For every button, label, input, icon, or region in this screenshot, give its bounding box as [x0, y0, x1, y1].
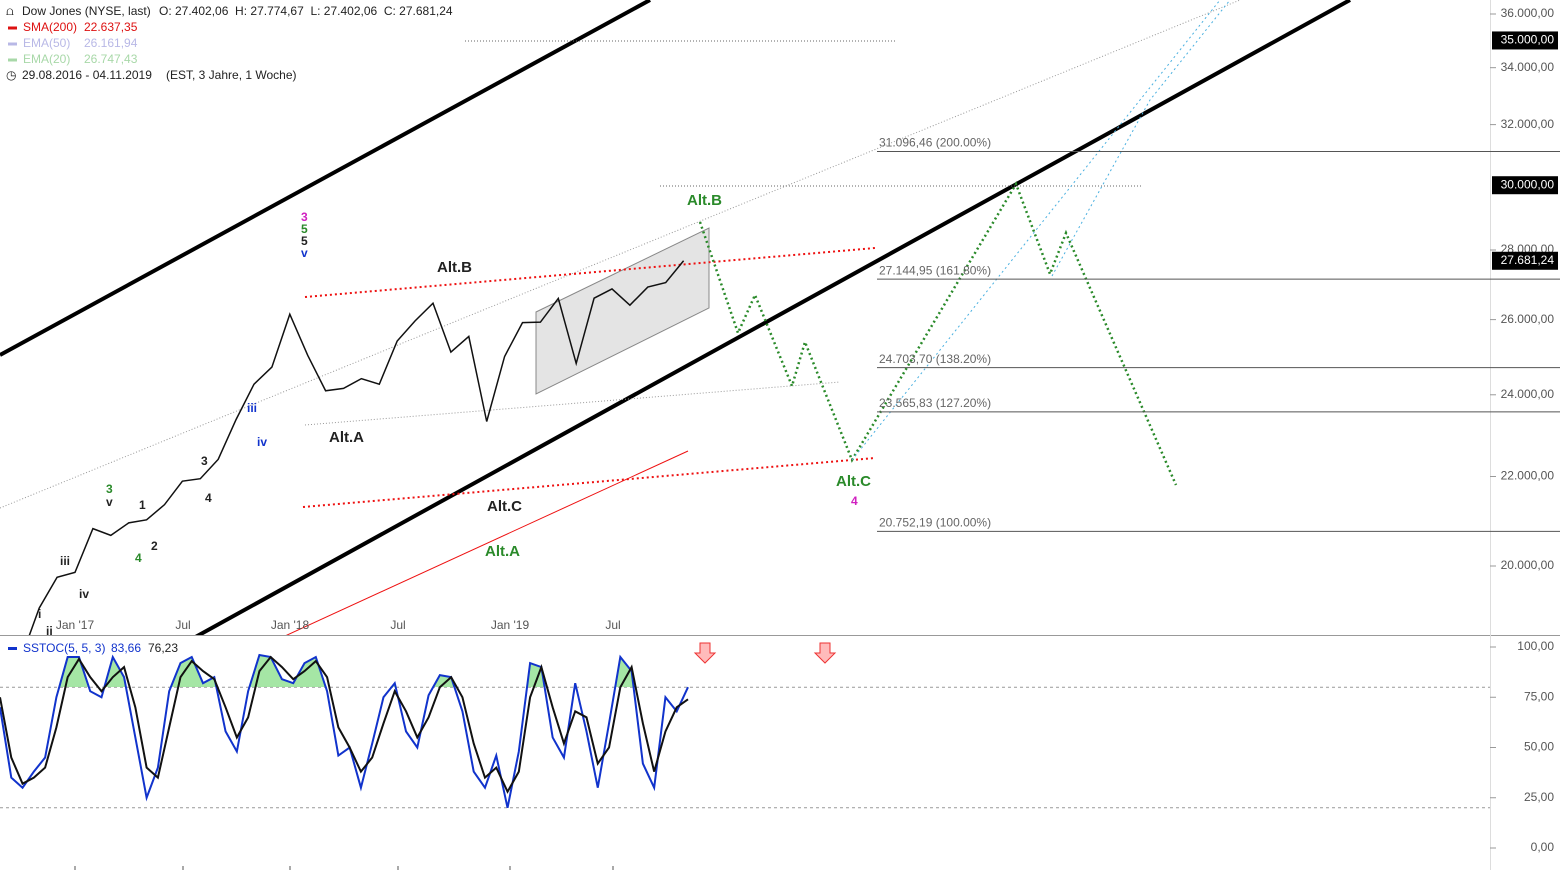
drawings: [0, 0, 1351, 635]
wave-label: 2: [151, 539, 158, 553]
trendline: [194, 0, 1351, 635]
legend-name: EMA(50): [23, 36, 70, 50]
trendline: [304, 247, 876, 298]
wave-label: 5: [301, 222, 308, 236]
x-tick-label: Jan '19: [491, 618, 530, 632]
legend-name: EMA(20): [23, 52, 70, 66]
overbought-fill: [59, 655, 634, 687]
wave-label: Alt.C: [836, 473, 871, 490]
y-tick-label: 24.000,00: [1501, 387, 1555, 401]
sell-arrow: [813, 642, 837, 664]
price-line: [28, 260, 685, 635]
price-marker-label: 35.000,00: [1501, 33, 1555, 47]
wave-label: 1: [139, 498, 146, 512]
osc-d: 76,23: [148, 641, 178, 655]
trendline: [0, 0, 651, 357]
x-tick-label: Jul: [605, 618, 620, 632]
wave-label: 4: [135, 551, 142, 565]
x-tick-label: Jul: [175, 618, 190, 632]
range-note: (EST, 3 Jahre, 1 Woche): [166, 68, 297, 82]
wave-label: v: [301, 246, 308, 260]
sma-line: [285, 450, 689, 635]
legend-swatch: [8, 58, 17, 62]
price-marker: [1492, 251, 1558, 270]
price-marker-label: 30.000,00: [1501, 177, 1555, 191]
ohlc: O: 27.402,06 H: 27.774,67 L: 27.402,06 C…: [159, 4, 453, 18]
legend-value: 26.161,94: [84, 36, 138, 50]
legend-swatch: [8, 26, 17, 30]
wave-label: Alt.C: [487, 498, 522, 515]
clock-icon: ◷: [6, 68, 16, 82]
wave-label: 3: [201, 454, 208, 468]
legend-swatch: [8, 647, 17, 650]
wave-label: ii: [46, 624, 53, 638]
date-range: 29.08.2016 - 04.11.2019: [22, 68, 152, 82]
osc-name: SSTOC(5, 5, 3): [23, 641, 105, 655]
projection: [851, 0, 1221, 461]
wave-label: i: [38, 607, 41, 621]
wave-label: 5: [301, 234, 308, 248]
trendline: [0, 0, 1241, 509]
fib-label: 20.752,19 (100.00%): [879, 516, 991, 530]
wave-label: Alt.A: [329, 429, 364, 446]
fib-label: 31.096,46 (200.00%): [879, 136, 991, 150]
legend: SMA(200) 22.637,35 EMA(50) 26.161,94 EMA(20)…: [8, 20, 138, 66]
wave-label: iv: [79, 587, 89, 601]
y-tick-label: 0,00: [1531, 840, 1555, 854]
sell-arrow: [693, 642, 717, 664]
price-marker-label: 27.681,24: [1501, 253, 1555, 267]
wave-label: v: [106, 495, 113, 509]
wave-label: Alt.B: [687, 192, 722, 209]
icon: ⩍: [6, 4, 14, 18]
x-tick-label: Jan '18: [271, 618, 310, 632]
fib-label: 24.703,70 (138.20%): [879, 352, 991, 366]
x-tick-label: Jan '17: [56, 618, 95, 632]
price-marker: [1492, 176, 1558, 195]
wave-label: Alt.A: [485, 543, 520, 560]
y-tick-label: 22.000,00: [1501, 469, 1555, 483]
trendline: [302, 457, 876, 508]
wave-label: iv: [257, 435, 267, 449]
title: Dow Jones (NYSE, last): [22, 4, 151, 18]
x-tick-label: Jul: [390, 618, 405, 632]
legend-name: SMA(200): [23, 20, 77, 34]
wave-label: iii: [247, 401, 257, 415]
osc-line: [0, 655, 689, 794]
y-tick-label: 25,00: [1524, 790, 1554, 804]
price-marker: [1492, 31, 1558, 50]
y-tick-label: 26.000,00: [1501, 312, 1555, 326]
projection: [1051, 0, 1231, 277]
y-tick-label: 20.000,00: [1501, 558, 1555, 572]
y-tick-label: 50,00: [1524, 740, 1554, 754]
osc-line: [0, 653, 689, 809]
y-tick-label: 36.000,00: [1501, 6, 1555, 20]
wave-label: 3: [106, 482, 113, 496]
legend-value: 26.747,43: [84, 52, 138, 66]
wave-label: 4: [851, 494, 858, 508]
legend-swatch: [8, 42, 17, 46]
y-tick-label: 100,00: [1517, 639, 1554, 653]
y-tick-label: 32.000,00: [1501, 117, 1555, 131]
wave-label: Alt.B: [437, 259, 472, 276]
y-tick-label: 34.000,00: [1501, 60, 1555, 74]
fib-label: 27.144,95 (161.80%): [879, 263, 991, 277]
legend-value: 22.637,35: [84, 20, 138, 34]
osc-k: 83,66: [111, 641, 141, 655]
wave-label: 4: [205, 491, 212, 505]
fib-label: 23.565,83 (127.20%): [879, 396, 991, 410]
trendline: [304, 381, 841, 426]
projection: [698, 181, 1178, 486]
wave-label: 3: [301, 210, 308, 224]
y-tick-label: 75,00: [1524, 689, 1554, 703]
wave-label: iii: [60, 554, 70, 568]
